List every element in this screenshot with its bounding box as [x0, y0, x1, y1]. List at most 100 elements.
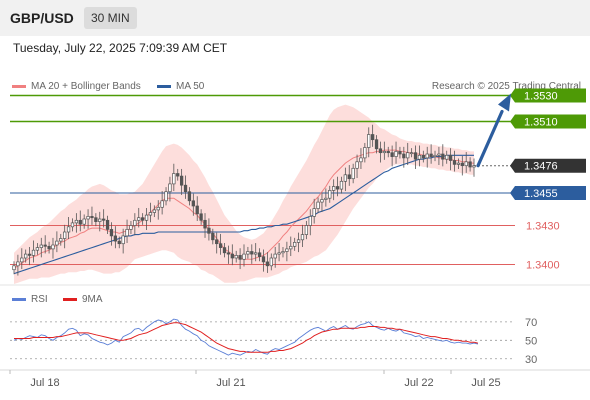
level-label-1.3530: 1.3530 [524, 91, 558, 103]
candle-body [355, 161, 359, 169]
candle-body [35, 247, 40, 251]
candle-body [437, 153, 441, 156]
candle-body [320, 199, 324, 203]
candle-body [86, 216, 90, 220]
candle-body [222, 247, 227, 254]
candle-body [445, 154, 449, 160]
candle-body [211, 232, 215, 241]
candle-body [31, 249, 36, 256]
candle-body [66, 226, 71, 233]
candle-body [63, 231, 67, 239]
candle-body [386, 151, 390, 154]
ma20-swatch [12, 84, 26, 88]
candle-body [402, 153, 406, 159]
candle-body [137, 217, 141, 221]
candle-body [117, 240, 121, 245]
rsi-tick-30: 30 [525, 354, 537, 366]
level-badge-1.3476 [510, 158, 586, 173]
candle-body [51, 244, 55, 250]
timestamp: Tuesday, July 22, 2025 7:09:39 AM CET [13, 41, 228, 55]
candle-body [98, 218, 102, 222]
candle-body [277, 252, 281, 255]
candle-body [351, 167, 355, 180]
candle-body [39, 244, 43, 248]
forecast-arrow-head [498, 93, 511, 112]
candle-body [300, 234, 305, 241]
candle-body [433, 154, 437, 157]
candle-body [140, 217, 145, 221]
candle-body [293, 242, 297, 247]
candle-body [94, 217, 98, 222]
candle-body [394, 151, 398, 157]
candle-body [242, 253, 246, 260]
rsi-line [13, 318, 479, 356]
legend-ma20: MA 20 + Bollinger Bands [12, 81, 141, 92]
candle-body [218, 243, 223, 248]
candle-body [203, 219, 207, 229]
level-label-1.3510: 1.3510 [524, 117, 558, 129]
candle-body [156, 206, 160, 211]
candle-body [47, 245, 51, 250]
candle-body [269, 257, 273, 267]
candle-body [409, 152, 414, 155]
x-tick-label: Jul 22 [404, 377, 433, 389]
x-tick-label: Jul 18 [30, 377, 59, 389]
candle-body [55, 240, 59, 246]
candle-body [105, 219, 110, 230]
candle-body [230, 253, 234, 259]
candle-body [285, 248, 289, 252]
candle-body [273, 253, 277, 259]
legend-rsi: RSI [12, 294, 48, 305]
candle-body [312, 208, 316, 217]
legend-9ma: 9MA [63, 294, 103, 305]
candle-body [324, 197, 328, 200]
candle-body [121, 235, 125, 245]
candle-body [172, 173, 176, 185]
legend-ma50-label: MA 50 [176, 81, 205, 92]
legend-ma50: MA 50 [157, 81, 204, 92]
legend-ma20-label: MA 20 + Bollinger Bands [31, 81, 141, 92]
candle-body [179, 175, 184, 186]
rsi-tick-50: 50 [525, 335, 537, 347]
candle-body [250, 251, 254, 255]
candle-body [257, 252, 262, 258]
candle-body [109, 229, 114, 237]
candle-body [308, 216, 312, 226]
rsi-swatch [12, 297, 26, 301]
candle-body [370, 134, 375, 141]
candle-body [472, 165, 476, 168]
header-bar: GBP/USD 30 MIN [0, 0, 590, 36]
level-badge-1.3455 [510, 186, 586, 200]
candle-body [238, 255, 242, 260]
x-tick-label: Jul 25 [471, 377, 500, 389]
bollinger-band [14, 104, 474, 284]
level-badge-1.3530 [510, 88, 586, 103]
candle-body [406, 152, 410, 159]
credit-text: Research © 2025 Trading Central [431, 81, 581, 92]
candle-body [359, 157, 363, 163]
candle-body [183, 184, 188, 193]
candle-body [304, 225, 309, 235]
9ma-swatch [63, 297, 77, 301]
candle-body [363, 147, 367, 159]
candle-body [207, 227, 211, 234]
candle-body [456, 162, 461, 165]
candle-body [425, 153, 429, 159]
candle-body [441, 153, 445, 160]
candle-body [460, 162, 464, 167]
ma50-swatch [157, 84, 171, 88]
candle-body [70, 222, 75, 228]
level-label-1.3476: 1.3476 [524, 161, 558, 173]
symbol-label: GBP/USD [10, 10, 74, 26]
candle-body [448, 154, 453, 161]
candle-body [254, 252, 258, 255]
candle-body [12, 265, 16, 271]
legend-rsi-label: RSI [31, 294, 48, 305]
candle-body [59, 238, 63, 242]
candle-body [90, 216, 94, 219]
rsi-tick-70: 70 [525, 317, 537, 329]
candle-body [429, 153, 433, 157]
candle-body [417, 154, 422, 160]
timeframe-button[interactable]: 30 MIN [84, 7, 137, 29]
